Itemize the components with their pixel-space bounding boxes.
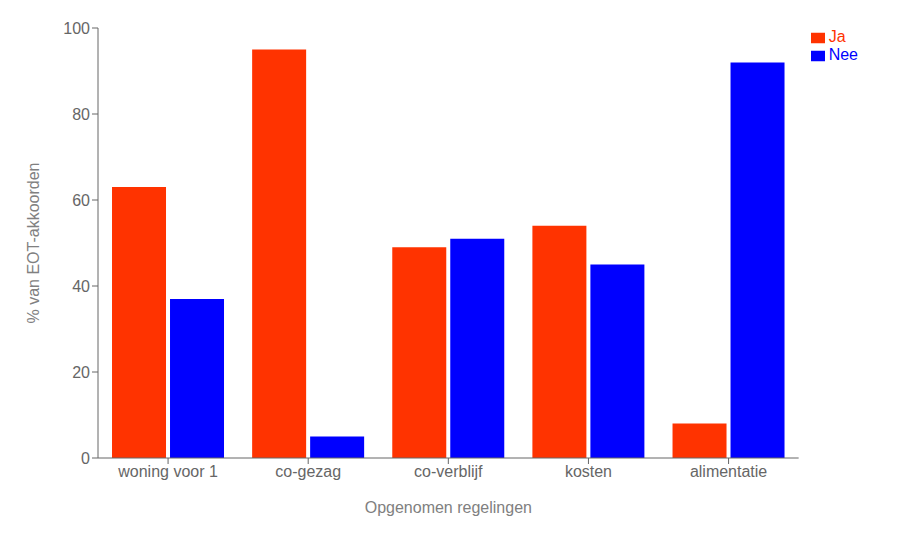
- html-text:Nee: Nee: [828, 46, 858, 63]
- svg-text:alimentatie: alimentatie: [690, 463, 767, 480]
- svg-text:20: 20: [72, 364, 90, 381]
- svg-text:co-verblijf: co-verblijf: [414, 463, 483, 480]
- svg-text:100: 100: [63, 20, 90, 37]
- svg-text:kosten: kosten: [565, 463, 612, 480]
- svg-text:woning voor 1: woning voor 1: [117, 463, 218, 480]
- html-text:Ja: Ja: [828, 28, 846, 45]
- svg-text:Opgenomen regelingen: Opgenomen regelingen: [365, 499, 532, 516]
- svg-text:40: 40: [72, 278, 90, 295]
- svg-text:0: 0: [81, 450, 90, 467]
- svg-text:% van EOT-akkoorden: % van EOT-akkoorden: [25, 163, 42, 324]
- svg-text:60: 60: [72, 192, 90, 209]
- svg-text:80: 80: [72, 106, 90, 123]
- svg-text:co-gezag: co-gezag: [275, 463, 341, 480]
